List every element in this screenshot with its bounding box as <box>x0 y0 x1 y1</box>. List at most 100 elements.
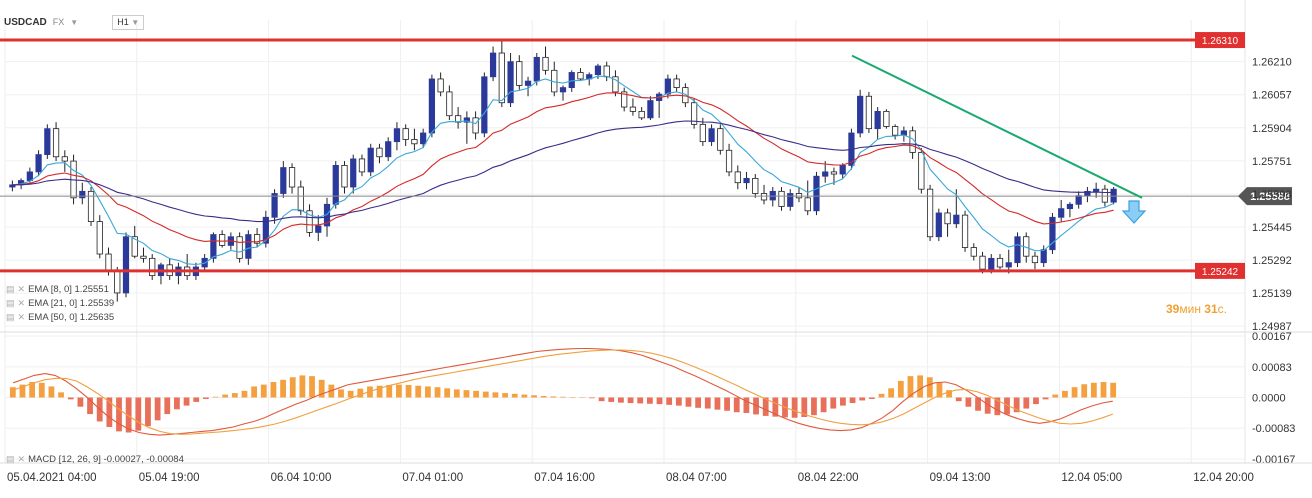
candle <box>210 234 217 259</box>
macd-histogram-bar <box>1062 390 1068 398</box>
y-tick-label: 1.25139 <box>1252 288 1292 300</box>
signal-line <box>13 349 1113 435</box>
axis-layer: 1.26210 1.26057 1.25904 1.25751 1.25598 1.254… <box>0 57 1312 484</box>
macd-histogram-bar <box>646 397 653 404</box>
candle <box>621 91 628 108</box>
timeframe-selector[interactable]: H1 ▼ <box>112 14 145 30</box>
close-icon[interactable]: ✕ <box>17 298 26 308</box>
macd-y-tick-label: -0.00167 <box>1252 454 1295 466</box>
macd-histogram-bar <box>521 394 528 398</box>
candle <box>629 106 637 112</box>
countdown-sec-label: с. <box>1217 302 1227 316</box>
macd-histogram-bar <box>840 397 846 406</box>
macd-histogram-bar <box>1052 394 1059 398</box>
macd-histogram-bar <box>318 379 325 398</box>
macd-histogram-bar <box>704 397 711 409</box>
level-label: 1.26310 <box>1202 36 1239 47</box>
x-tick-label: 05.04 19:00 <box>139 472 200 484</box>
x-tick-label: 08.04 22:00 <box>798 472 859 484</box>
candle <box>489 52 497 78</box>
macd-histogram-bar <box>1033 397 1039 405</box>
legend-ema8: ▤ ✕ EMA [8, 0] 1.25551 <box>6 284 109 295</box>
ema21-line <box>12 92 1114 243</box>
macd-layer <box>9 347 1117 436</box>
candle <box>306 210 313 233</box>
candle <box>481 76 488 134</box>
macd-histogram-bar <box>492 392 499 398</box>
macd-y-tick-label: 0.0000 <box>1252 393 1286 405</box>
macd-histogram-bar <box>473 390 480 398</box>
candle <box>262 216 269 244</box>
macd-histogram-bar <box>222 394 229 398</box>
macd-histogram-bar <box>926 377 933 398</box>
candle <box>393 128 401 143</box>
candle <box>953 214 960 225</box>
candle <box>219 234 226 246</box>
candle <box>280 167 287 194</box>
candle <box>996 257 1004 268</box>
symbol-dropdown-icon[interactable]: ▼ <box>70 17 79 27</box>
x-tick-label: 05.04.2021 04:00 <box>7 472 97 484</box>
settings-icon[interactable]: ▤ <box>6 312 15 322</box>
x-tick-label: 12.04 20:00 <box>1193 472 1254 484</box>
candle <box>52 128 60 158</box>
macd-histogram-bar <box>9 387 16 398</box>
macd-histogram-bar <box>1090 382 1097 398</box>
macd-histogram-bar <box>376 385 383 398</box>
candle <box>708 128 715 143</box>
macd-histogram-bar <box>946 390 952 398</box>
x-tick-label: 12.04 05:00 <box>1061 472 1122 484</box>
macd-histogram-bar <box>241 390 248 398</box>
candle <box>385 141 392 158</box>
legend-ema21: ▤ ✕ EMA [21, 0] 1.25539 <box>6 298 114 309</box>
macd-histogram-bar <box>849 397 856 404</box>
settings-icon[interactable]: ▤ <box>6 284 15 294</box>
macd-histogram-bar <box>164 397 171 415</box>
x-tick-label: 08.04 07:00 <box>666 472 727 484</box>
candle <box>402 128 409 140</box>
candle <box>647 100 654 119</box>
macd-histogram-bar <box>280 379 286 398</box>
macd-histogram-bar <box>1100 382 1107 398</box>
candle <box>603 65 610 78</box>
candle <box>149 257 156 277</box>
countdown-min-label: мин <box>1179 302 1201 316</box>
macd-histogram-bar <box>1023 397 1030 409</box>
y-tick-label: 1.25904 <box>1252 123 1292 135</box>
candle <box>918 152 925 190</box>
close-icon[interactable]: ✕ <box>17 454 26 464</box>
macd-histogram-bar <box>270 382 277 398</box>
macd-histogram-bar <box>627 397 634 404</box>
symbol-label[interactable]: USDCAD <box>4 16 47 28</box>
candle <box>892 126 899 136</box>
close-icon[interactable]: ✕ <box>17 284 26 294</box>
candle <box>411 139 418 145</box>
macd-histogram-bar <box>724 397 730 411</box>
candle <box>463 117 470 123</box>
close-icon[interactable]: ✕ <box>17 312 26 322</box>
candle <box>612 76 619 93</box>
macd-histogram-bar <box>560 396 566 398</box>
macd-histogram-bar <box>357 388 364 398</box>
macd-histogram-bar <box>695 397 702 408</box>
candle <box>446 91 453 117</box>
y-tick-label: 1.26210 <box>1252 57 1292 69</box>
candle <box>699 123 706 143</box>
candle <box>26 171 33 181</box>
macd-histogram-bar <box>975 397 981 411</box>
candle <box>140 255 147 259</box>
macd-histogram-bar <box>289 377 296 398</box>
macd-histogram-bar <box>251 386 258 398</box>
macd-histogram-bar <box>444 388 451 398</box>
macd-histogram-bar <box>753 397 759 415</box>
candle <box>1005 262 1012 268</box>
settings-icon[interactable]: ▤ <box>6 298 15 308</box>
candle <box>1066 203 1074 210</box>
y-tick-label: 1.25751 <box>1252 156 1292 168</box>
macd-histogram-bar <box>347 390 354 398</box>
candle <box>288 167 296 188</box>
macd-histogram-bar <box>955 397 962 402</box>
candle <box>1049 216 1056 251</box>
settings-icon[interactable]: ▤ <box>6 454 15 464</box>
candle <box>857 95 864 134</box>
